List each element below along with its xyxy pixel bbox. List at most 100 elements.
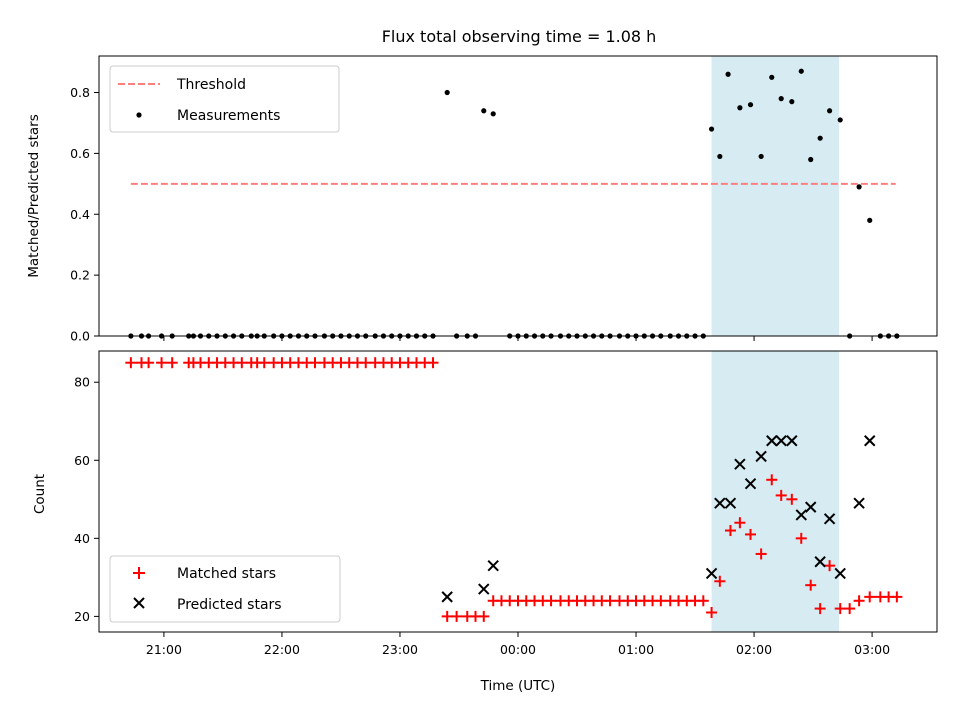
measurement-point — [798, 68, 804, 74]
chart-title: Flux total observing time = 1.08 h — [382, 27, 657, 46]
predicted-point — [853, 497, 865, 509]
predicted-point — [864, 435, 876, 447]
x-axis-label: Time (UTC) — [480, 678, 556, 694]
matched-point — [814, 603, 826, 615]
measurement-point — [717, 153, 723, 160]
matched-point — [156, 357, 168, 369]
y-tick-label: 0.8 — [70, 85, 90, 100]
measurement-point — [481, 108, 487, 114]
counts-legend: Matched stars Predicted stars — [109, 555, 341, 623]
matched-point — [545, 595, 557, 607]
matched-point — [604, 595, 616, 607]
x-tick-label: 01:00 — [618, 642, 654, 657]
ratio-highlight-span — [711, 56, 840, 336]
matched-point — [706, 606, 718, 618]
predicted-legend-swatch — [133, 597, 145, 609]
predicted-point — [714, 497, 726, 509]
matched-point — [714, 575, 726, 587]
y-tick-label: 20 — [74, 609, 90, 624]
threshold-legend-label: Threshold — [176, 77, 246, 93]
matched-point — [734, 517, 746, 529]
measurement-point — [856, 184, 862, 190]
y-tick-label: 40 — [74, 531, 90, 546]
predicted-point — [744, 477, 757, 490]
predicted-point — [734, 458, 746, 470]
predicted-point — [705, 567, 718, 580]
measurement-point — [837, 117, 843, 123]
measurements-legend-swatch — [136, 112, 142, 118]
x-tick-label: 23:00 — [382, 642, 418, 657]
x-tick-label: 03:00 — [854, 642, 890, 657]
matched-point — [258, 357, 270, 369]
matched-point — [786, 493, 798, 505]
measurement-point — [737, 105, 743, 111]
y-tick-label: 0.0 — [70, 329, 90, 344]
y-tick-label: 0.6 — [70, 146, 90, 161]
measurement-point — [778, 96, 784, 102]
matched-point — [724, 525, 736, 537]
x-tick-label: 00:00 — [500, 642, 536, 657]
matched-point — [891, 591, 903, 603]
matched-point — [360, 357, 372, 369]
counts-panel: 20 40 60 80 21:00 22:00 23:00 00:00 01:00 02:00 0… — [32, 350, 938, 694]
measurement-point — [826, 108, 833, 114]
predicted-point — [775, 435, 787, 447]
predicted-point — [441, 591, 453, 603]
measurement-point — [747, 102, 754, 108]
measurement-point — [769, 74, 775, 80]
ratio-y-axis-label: Matched/Predicted stars — [26, 114, 42, 277]
measurement-point — [867, 217, 873, 223]
ratio-panel: 0.00.20.40.60.8 Matched/Predicted stars … — [26, 55, 938, 344]
matched-point — [451, 610, 463, 622]
predicted-point — [786, 435, 798, 447]
matched-point — [755, 548, 767, 560]
y-tick-label: 80 — [74, 375, 90, 390]
y-tick-label: 0.2 — [70, 268, 90, 283]
matched-point — [745, 528, 757, 540]
measurements-legend-label: Measurements — [177, 108, 280, 124]
matched-point — [864, 591, 876, 603]
predicted-point — [766, 435, 778, 447]
x-tick-label: 22:00 — [264, 642, 300, 657]
matched-point — [125, 357, 137, 369]
matched-point — [236, 357, 248, 369]
matched-point — [655, 595, 667, 607]
measurement-point — [490, 111, 496, 117]
matched-point — [309, 357, 321, 369]
measurement-point — [708, 126, 715, 132]
predicted-point — [805, 501, 817, 513]
predicted-legend-label: Predicted stars — [177, 597, 282, 613]
predicted-point — [834, 567, 846, 580]
matched-point — [478, 610, 490, 622]
predicted-point — [478, 583, 490, 595]
measurement-point — [817, 135, 823, 141]
matched-point — [441, 610, 453, 622]
matched-legend-label: Matched stars — [177, 566, 276, 582]
predicted-point — [795, 509, 807, 521]
predicted-point — [814, 556, 826, 568]
measurement-point — [789, 99, 795, 105]
x-tick-label: 21:00 — [146, 642, 182, 657]
matched-point — [775, 489, 787, 501]
ratio-legend-box — [109, 65, 340, 133]
matched-point — [824, 560, 836, 572]
counts-legend-box — [109, 555, 341, 623]
matched-point — [834, 603, 846, 615]
matched-point — [766, 474, 778, 486]
matched-point — [143, 357, 155, 369]
matched-point — [166, 357, 178, 369]
y-tick-label: 0.4 — [70, 207, 90, 222]
measurement-point — [444, 89, 450, 96]
predicted-point — [487, 559, 499, 572]
matched-point — [427, 357, 439, 369]
counts-highlight-span — [711, 351, 840, 632]
counts-y-axis-label: Count — [32, 474, 48, 514]
predicted-point — [755, 450, 767, 463]
ratio-legend: Threshold Measurements — [109, 65, 340, 133]
matched-point — [805, 579, 817, 591]
matched-point — [844, 603, 856, 615]
x-tick-label: 02:00 — [736, 642, 772, 657]
matched-point — [853, 595, 865, 607]
y-tick-label: 60 — [74, 453, 90, 468]
